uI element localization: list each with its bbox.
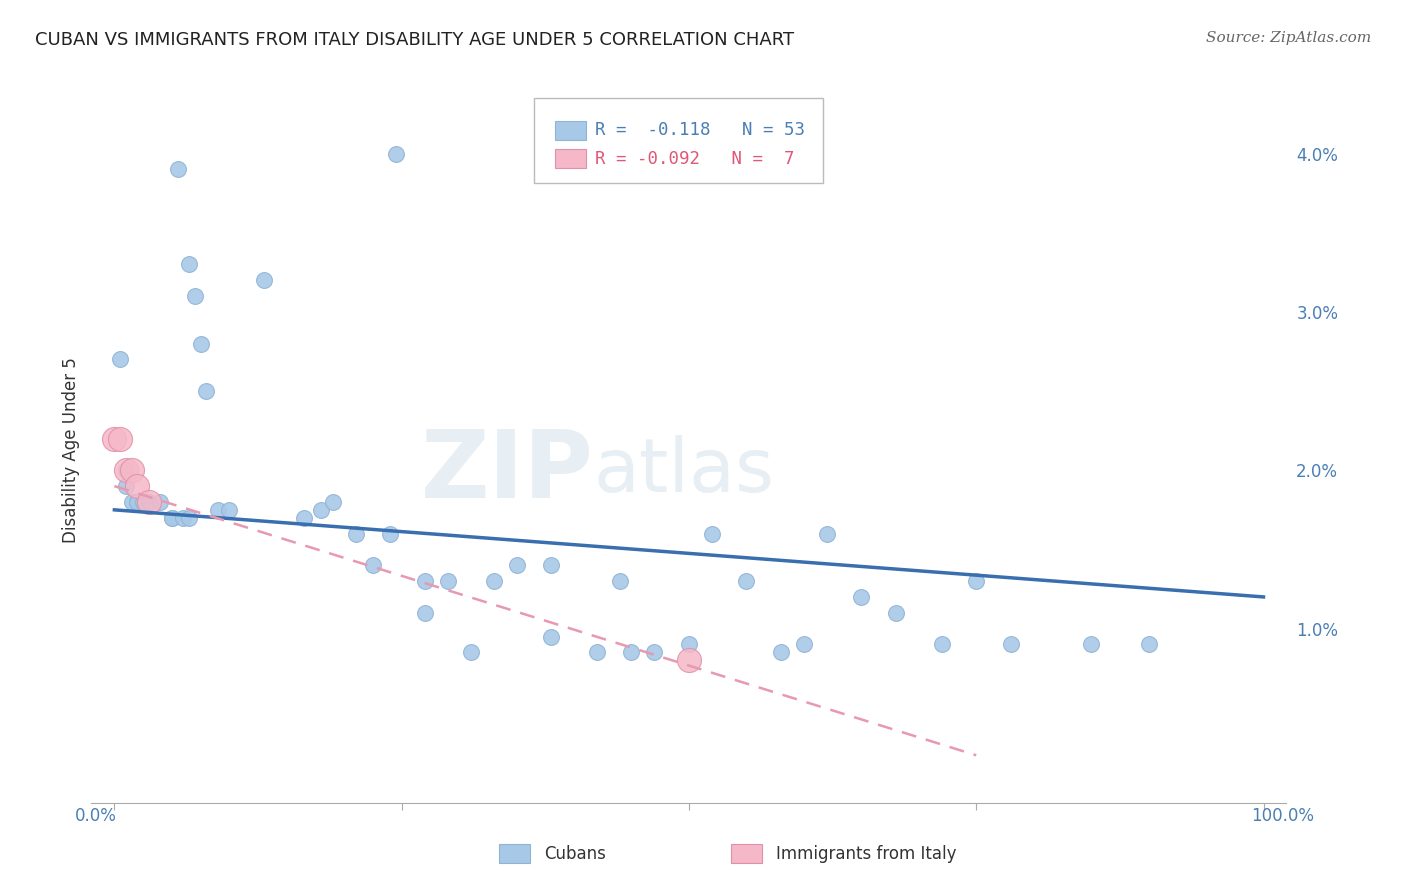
Point bbox=[643, 645, 665, 659]
Point bbox=[207, 503, 229, 517]
Point bbox=[115, 479, 138, 493]
Point bbox=[127, 495, 149, 509]
Point bbox=[413, 574, 436, 588]
Point bbox=[253, 273, 276, 287]
Point bbox=[138, 495, 160, 509]
Point bbox=[1137, 637, 1160, 651]
Point bbox=[965, 574, 987, 588]
Point bbox=[160, 510, 183, 524]
Point bbox=[195, 384, 218, 398]
Point bbox=[108, 432, 131, 446]
Point bbox=[851, 590, 873, 604]
Point bbox=[149, 495, 172, 509]
Point bbox=[413, 606, 436, 620]
Text: atlas: atlas bbox=[593, 435, 775, 508]
Point bbox=[769, 645, 792, 659]
Point bbox=[166, 162, 188, 177]
Point bbox=[121, 495, 143, 509]
Point bbox=[344, 526, 367, 541]
Point bbox=[735, 574, 758, 588]
Point bbox=[678, 653, 700, 667]
Point bbox=[378, 526, 402, 541]
Point bbox=[931, 637, 953, 651]
Point bbox=[177, 257, 200, 271]
Point bbox=[540, 630, 562, 644]
Point bbox=[309, 503, 332, 517]
Point bbox=[160, 510, 183, 524]
Point bbox=[436, 574, 458, 588]
Point bbox=[127, 495, 149, 509]
Text: R =  -0.118   N = 53: R = -0.118 N = 53 bbox=[595, 121, 804, 139]
Text: 100.0%: 100.0% bbox=[1251, 807, 1313, 825]
Point bbox=[361, 558, 384, 573]
Point bbox=[505, 558, 527, 573]
Point bbox=[115, 463, 138, 477]
Point bbox=[1000, 637, 1022, 651]
Text: Source: ZipAtlas.com: Source: ZipAtlas.com bbox=[1205, 31, 1371, 45]
Point bbox=[121, 463, 143, 477]
Point bbox=[172, 510, 194, 524]
Point bbox=[1080, 637, 1102, 651]
Point bbox=[322, 495, 344, 509]
Point bbox=[540, 558, 562, 573]
Point bbox=[793, 637, 815, 651]
Point bbox=[127, 479, 149, 493]
Point bbox=[460, 645, 482, 659]
Text: 0.0%: 0.0% bbox=[75, 807, 117, 825]
Point bbox=[700, 526, 723, 541]
Point bbox=[177, 510, 200, 524]
Text: ZIP: ZIP bbox=[420, 425, 593, 517]
Point bbox=[620, 645, 643, 659]
Point bbox=[586, 645, 609, 659]
Text: R = -0.092   N =  7: R = -0.092 N = 7 bbox=[595, 150, 794, 168]
Point bbox=[292, 510, 315, 524]
Point bbox=[132, 495, 155, 509]
Y-axis label: Disability Age Under 5: Disability Age Under 5 bbox=[62, 358, 80, 543]
Point bbox=[103, 432, 125, 446]
Point bbox=[385, 146, 408, 161]
Point bbox=[482, 574, 505, 588]
Point bbox=[884, 606, 907, 620]
Point bbox=[108, 352, 131, 367]
Point bbox=[678, 637, 700, 651]
Point bbox=[115, 463, 138, 477]
Point bbox=[609, 574, 631, 588]
Point bbox=[218, 503, 240, 517]
Point bbox=[815, 526, 838, 541]
Text: Immigrants from Italy: Immigrants from Italy bbox=[776, 845, 956, 863]
Point bbox=[138, 495, 160, 509]
Text: CUBAN VS IMMIGRANTS FROM ITALY DISABILITY AGE UNDER 5 CORRELATION CHART: CUBAN VS IMMIGRANTS FROM ITALY DISABILIT… bbox=[35, 31, 794, 49]
Point bbox=[184, 289, 207, 303]
Point bbox=[190, 336, 212, 351]
Text: Cubans: Cubans bbox=[544, 845, 606, 863]
